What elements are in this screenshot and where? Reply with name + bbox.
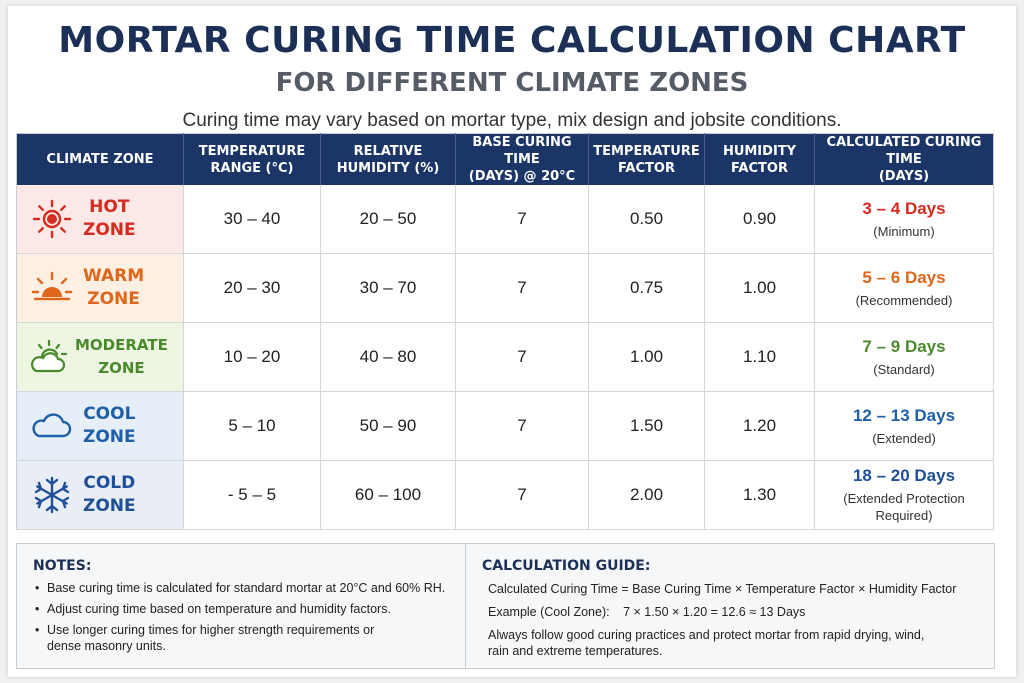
zone-cell: COLD ZONE bbox=[16, 460, 184, 530]
base-curing-time-cell: 7 bbox=[455, 460, 589, 530]
guide-advice: Always follow good curing practices and … bbox=[488, 628, 925, 658]
zone-name: COLD ZONE bbox=[83, 473, 136, 516]
partly-cloudy-icon bbox=[31, 339, 68, 373]
header-humidity-factor: HUMIDITY FACTOR bbox=[704, 133, 815, 185]
zone-name: COOL ZONE bbox=[83, 404, 136, 447]
notes-list: Base curing time is calculated for stand… bbox=[35, 580, 455, 659]
list-item: Use longer curing times for higher stren… bbox=[35, 622, 377, 654]
notes-section: NOTES: Base curing time is calculated fo… bbox=[17, 544, 466, 668]
zone-cell: HOT ZONE bbox=[16, 185, 184, 254]
temperature-factor-cell: 1.50 bbox=[588, 391, 705, 461]
table-row-cool-zone: COOL ZONE 5 – 10 50 – 90 7 1.50 1.20 12 –… bbox=[16, 391, 994, 461]
table-header-row: CLIMATE ZONE TEMPERATURE RANGE (°C) RELAT… bbox=[16, 133, 994, 185]
calculated-curing-time-cell: 18 – 20 Days (Extended Protection Requir… bbox=[814, 460, 994, 530]
base-curing-time-cell: 7 bbox=[455, 253, 589, 323]
base-curing-time-cell: 7 bbox=[455, 185, 589, 254]
temperature-range-cell: 20 – 30 bbox=[183, 253, 321, 323]
humidity-cell: 40 – 80 bbox=[320, 322, 456, 392]
humidity-cell: 50 – 90 bbox=[320, 391, 456, 461]
result-note: (Minimum) bbox=[873, 223, 935, 239]
result-value: 5 – 6 Days bbox=[862, 267, 946, 287]
humidity-factor-cell: 1.20 bbox=[704, 391, 815, 461]
guide-formula: Calculated Curing Time = Base Curing Tim… bbox=[488, 582, 957, 596]
header-temperature-factor: TEMPERATURE FACTOR bbox=[588, 133, 705, 185]
guide-example: Example (Cool Zone): 7 × 1.50 × 1.20 = 1… bbox=[488, 604, 805, 620]
zone-name: WARM ZONE bbox=[83, 266, 145, 309]
temperature-range-cell: - 5 – 5 bbox=[183, 460, 321, 530]
curing-table: CLIMATE ZONE TEMPERATURE RANGE (°C) RELAT… bbox=[16, 133, 994, 530]
notes-panel: NOTES: Base curing time is calculated fo… bbox=[16, 543, 995, 669]
table-row-moderate-zone: MODERATE ZONE 10 – 20 40 – 80 7 1.00 1.10… bbox=[16, 322, 994, 392]
temperature-factor-cell: 0.50 bbox=[588, 185, 705, 254]
result-note: (Standard) bbox=[873, 361, 935, 377]
zone-cell: COOL ZONE bbox=[16, 391, 184, 461]
header-climate-zone: CLIMATE ZONE bbox=[16, 133, 184, 185]
header-temperature-range: TEMPERATURE RANGE (°C) bbox=[183, 133, 321, 185]
calculated-curing-time-cell: 3 – 4 Days (Minimum) bbox=[814, 185, 994, 254]
notes-heading: NOTES: bbox=[33, 558, 92, 574]
page-title: MORTAR CURING TIME CALCULATION CHART bbox=[58, 20, 966, 61]
result-value: 18 – 20 Days bbox=[852, 466, 956, 485]
humidity-factor-cell: 1.00 bbox=[704, 253, 815, 323]
list-item: Adjust curing time based on temperature … bbox=[35, 601, 455, 617]
zone-cell: MODERATE ZONE bbox=[16, 322, 184, 392]
list-item: Base curing time is calculated for stand… bbox=[35, 580, 455, 596]
cloud-icon bbox=[32, 413, 72, 438]
result-value: 7 – 9 Days bbox=[862, 336, 946, 356]
temperature-factor-cell: 2.00 bbox=[588, 460, 705, 530]
header-calculated-curing-time: CALCULATED CURING TIME (DAYS) bbox=[814, 133, 994, 185]
humidity-factor-cell: 0.90 bbox=[704, 185, 815, 254]
page-subtitle: FOR DIFFERENT CLIMATE ZONES bbox=[275, 68, 749, 98]
result-note: (Extended Protection Required) bbox=[843, 491, 965, 523]
zone-name: MODERATE ZONE bbox=[75, 336, 168, 377]
guide-heading: CALCULATION GUIDE: bbox=[482, 558, 651, 574]
humidity-factor-cell: 1.10 bbox=[704, 322, 815, 392]
calculated-curing-time-cell: 7 – 9 Days (Standard) bbox=[814, 322, 994, 392]
humidity-cell: 60 – 100 bbox=[320, 460, 456, 530]
table-row-warm-zone: WARM ZONE 20 – 30 30 – 70 7 0.75 1.00 5 –… bbox=[16, 253, 994, 323]
temperature-factor-cell: 0.75 bbox=[588, 253, 705, 323]
calculated-curing-time-cell: 12 – 13 Days (Extended) bbox=[814, 391, 994, 461]
result-value: 12 – 13 Days bbox=[852, 405, 956, 425]
humidity-factor-cell: 1.30 bbox=[704, 460, 815, 530]
result-note: (Extended) bbox=[872, 430, 936, 446]
temperature-range-cell: 5 – 10 bbox=[183, 391, 321, 461]
header-relative-humidity: RELATIVE HUMIDITY (%) bbox=[320, 133, 456, 185]
temperature-factor-cell: 1.00 bbox=[588, 322, 705, 392]
page-caption: Curing time may vary based on mortar typ… bbox=[182, 110, 842, 131]
sunrise-icon bbox=[31, 271, 73, 301]
table-row-cold-zone: COLD ZONE - 5 – 5 60 – 100 7 2.00 1.30 18… bbox=[16, 460, 994, 530]
zone-cell: WARM ZONE bbox=[16, 253, 184, 323]
result-note: (Recommended) bbox=[855, 292, 953, 308]
base-curing-time-cell: 7 bbox=[455, 322, 589, 392]
guide-example-value: 7 × 1.50 × 1.20 = 12.6 ≈ 13 Days bbox=[623, 605, 806, 619]
humidity-cell: 20 – 50 bbox=[320, 185, 456, 254]
snowflake-icon bbox=[34, 476, 70, 514]
header-base-curing-time: BASE CURING TIME (DAYS) @ 20°C bbox=[455, 133, 589, 185]
sun-icon bbox=[32, 199, 72, 239]
humidity-cell: 30 – 70 bbox=[320, 253, 456, 323]
result-value: 3 – 4 Days bbox=[862, 198, 946, 218]
zone-name: HOT ZONE bbox=[83, 197, 136, 240]
temperature-range-cell: 10 – 20 bbox=[183, 322, 321, 392]
calculation-guide-section: CALCULATION GUIDE: Calculated Curing Tim… bbox=[466, 544, 994, 668]
guide-example-label: Example (Cool Zone): bbox=[488, 605, 610, 619]
table-row-hot-zone: HOT ZONE 30 – 40 20 – 50 7 0.50 0.90 3 – … bbox=[16, 185, 994, 254]
calculated-curing-time-cell: 5 – 6 Days (Recommended) bbox=[814, 253, 994, 323]
temperature-range-cell: 30 – 40 bbox=[183, 185, 321, 254]
base-curing-time-cell: 7 bbox=[455, 391, 589, 461]
